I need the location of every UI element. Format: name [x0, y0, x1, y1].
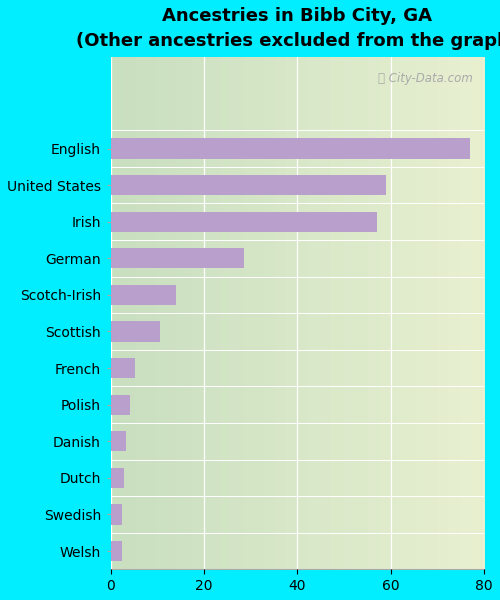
Bar: [110, 468, 124, 488]
Bar: [110, 541, 122, 561]
Bar: [110, 505, 122, 524]
Bar: [110, 248, 244, 268]
Bar: [110, 285, 176, 305]
Bar: [110, 358, 135, 378]
Title: Ancestries in Bibb City, GA
(Other ancestries excluded from the graph): Ancestries in Bibb City, GA (Other ances…: [76, 7, 500, 50]
Text: ⓘ City-Data.com: ⓘ City-Data.com: [378, 73, 473, 85]
Bar: [110, 322, 160, 341]
Bar: [110, 175, 386, 195]
Bar: [110, 395, 130, 415]
Bar: [110, 212, 377, 232]
Bar: [110, 139, 470, 158]
Bar: [110, 431, 126, 451]
